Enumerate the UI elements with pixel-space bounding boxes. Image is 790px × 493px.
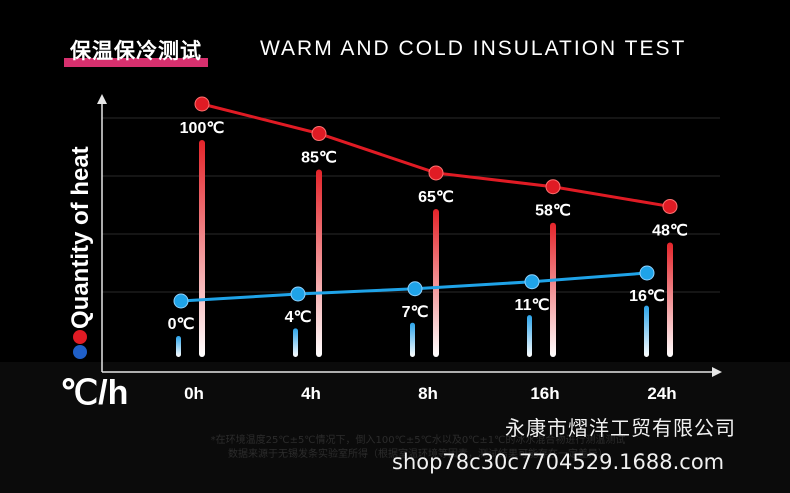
legend-blue-dot [73,345,87,359]
x-tick-1: 4h [301,384,321,403]
red-label-4: 48℃ [652,222,688,239]
blue-bar-1 [293,328,298,357]
bars [176,140,673,357]
red-point-1 [311,126,327,142]
y-axis-arrow [97,94,107,104]
x-ticks: 0h 4h 8h 16h 24h [184,384,677,403]
red-bar-2 [433,208,439,357]
title-block: 保温保冷测试 [64,34,208,67]
blue-bar-4 [644,305,649,357]
watermark-url: shop78c30c7704529.1688.com [392,450,725,474]
red-bar-0 [199,140,205,357]
red-label-0: 100℃ [180,120,225,137]
blue-bar-0 [176,336,181,357]
blue-label-4: 16℃ [629,288,665,305]
blue-point-3 [524,274,540,290]
title-en: WARM AND COLD INSULATION TEST [260,37,687,60]
legend-red-dot [73,330,87,344]
x-tick-0: 0h [184,384,204,403]
blue-point-2 [407,281,423,297]
y-axis-label: Quantity of heat [67,146,94,329]
blue-label-0: 0℃ [168,316,195,333]
red-bar-1 [316,169,322,357]
red-point-4 [662,198,678,214]
note-line-1: *在环境温度25℃±5℃情况下，倒入100℃±5℃水以及0℃±1℃的冰水混合物进… [210,435,626,446]
title-cn: 保温保冷测试 [64,35,208,67]
bottom-band [0,362,790,493]
series-points [173,96,678,309]
x-axis-arrow [712,367,722,377]
note-line-2: 数据来源于无锡发条实验室所得（根据室温环境等因素，测试结果可能存在一定差异） [228,449,608,460]
blue-point-0 [173,293,189,309]
red-point-3 [545,179,561,195]
red-point-2 [428,165,444,181]
blue-point-1 [290,286,306,302]
grid-lines [102,117,720,293]
blue-label-3: 11℃ [515,297,550,314]
watermark-company: 永康市熠洋工贸有限公司 [505,416,736,440]
red-bar-4 [667,242,673,357]
blue-bar-3 [527,315,532,357]
axes [97,94,722,377]
blue-point-4 [639,265,655,281]
x-tick-4: 24h [647,384,676,403]
blue-label-2: 7℃ [402,304,429,321]
red-label-1: 85℃ [301,150,337,167]
red-label-3: 58℃ [535,203,571,220]
x-tick-3: 16h [530,384,559,403]
red-bar-3 [550,222,556,357]
blue-label-1: 4℃ [285,309,312,326]
unit-label: ℃/h [60,374,128,412]
blue-bar-2 [410,322,415,357]
x-tick-2: 8h [418,384,438,403]
data-labels: 100℃ 85℃ 65℃ 58℃ 48℃ 0℃ 4℃ 7℃ 11℃ 16℃ [168,120,688,333]
red-point-0 [194,96,210,112]
red-label-2: 65℃ [418,189,454,206]
